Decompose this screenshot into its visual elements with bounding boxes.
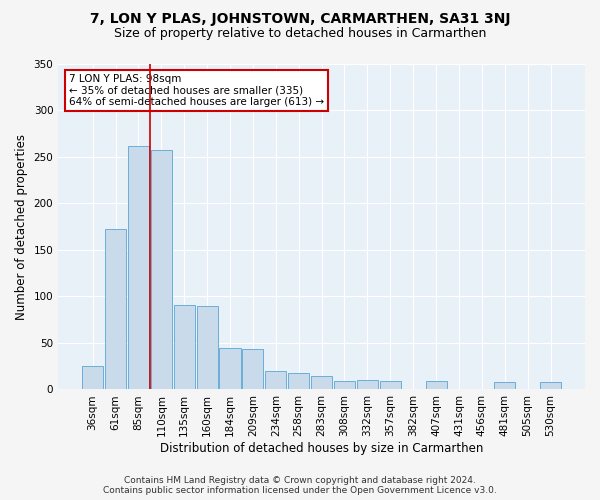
Y-axis label: Number of detached properties: Number of detached properties — [15, 134, 28, 320]
Text: Size of property relative to detached houses in Carmarthen: Size of property relative to detached ho… — [114, 28, 486, 40]
Bar — [82, 366, 103, 390]
Text: 7, LON Y PLAS, JOHNSTOWN, CARMARTHEN, SA31 3NJ: 7, LON Y PLAS, JOHNSTOWN, CARMARTHEN, SA… — [90, 12, 510, 26]
Bar — [357, 380, 378, 390]
Bar — [265, 371, 286, 390]
Bar — [105, 228, 126, 390]
Bar — [242, 348, 263, 390]
Bar — [494, 382, 515, 390]
Bar — [380, 381, 401, 390]
Text: Contains HM Land Registry data © Crown copyright and database right 2024.
Contai: Contains HM Land Registry data © Crown c… — [103, 476, 497, 495]
Bar — [220, 348, 241, 390]
Bar — [151, 150, 172, 390]
Bar — [540, 382, 561, 390]
X-axis label: Distribution of detached houses by size in Carmarthen: Distribution of detached houses by size … — [160, 442, 483, 455]
Text: 7 LON Y PLAS: 98sqm
← 35% of detached houses are smaller (335)
64% of semi-detac: 7 LON Y PLAS: 98sqm ← 35% of detached ho… — [69, 74, 324, 107]
Bar — [334, 381, 355, 390]
Bar — [173, 305, 195, 390]
Bar — [197, 306, 218, 390]
Bar — [311, 376, 332, 390]
Bar — [288, 372, 309, 390]
Bar — [425, 381, 446, 390]
Bar — [128, 146, 149, 390]
